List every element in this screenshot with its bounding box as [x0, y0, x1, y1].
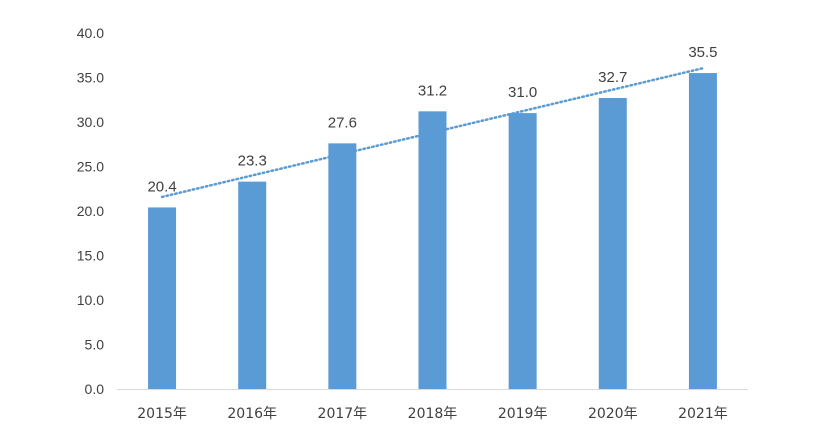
x-axis-ticks: 2015年 2016年 2017年 2018年 2019年 2020年 2021年	[137, 406, 727, 422]
data-label: 23.3	[238, 153, 267, 170]
y-tick-label: 5.0	[85, 337, 105, 353]
y-tick-label: 25.0	[77, 159, 104, 175]
y-tick-label: 35.0	[77, 70, 104, 86]
bar	[688, 73, 717, 390]
data-label: 31.0	[508, 84, 537, 101]
bar	[418, 111, 447, 389]
x-tick-label: 2019年	[498, 406, 548, 422]
y-tick-label: 15.0	[77, 248, 104, 264]
y-tick-label: 30.0	[77, 114, 104, 130]
x-tick-label: 2015年	[137, 406, 187, 422]
y-axis-ticks: 0.0 5.0 10.0 15.0 20.0 25.0 30.0 35.0 40.0	[77, 25, 104, 397]
bar	[328, 143, 357, 389]
data-label: 31.2	[418, 82, 447, 99]
bar	[238, 181, 267, 389]
bars	[148, 73, 717, 390]
y-tick-label: 20.0	[77, 203, 104, 219]
data-label: 35.5	[688, 44, 717, 61]
y-tick-label: 0.0	[85, 381, 105, 397]
x-tick-label: 2018年	[408, 406, 458, 422]
y-tick-label: 40.0	[77, 25, 104, 41]
data-label: 27.6	[328, 114, 357, 131]
bar	[148, 207, 177, 389]
bar	[508, 113, 537, 389]
y-tick-label: 10.0	[77, 292, 104, 308]
bar	[598, 97, 627, 389]
data-labels: 20.4 23.3 27.6 31.2 31.0 32.7 35.5	[147, 44, 717, 195]
x-tick-label: 2016年	[227, 406, 277, 422]
data-label: 32.7	[598, 69, 627, 86]
x-tick-label: 2017年	[318, 406, 368, 422]
trendline	[160, 66, 705, 199]
x-tick-label: 2021年	[678, 406, 728, 422]
data-label: 20.4	[147, 178, 176, 195]
x-tick-label: 2020年	[588, 406, 638, 422]
